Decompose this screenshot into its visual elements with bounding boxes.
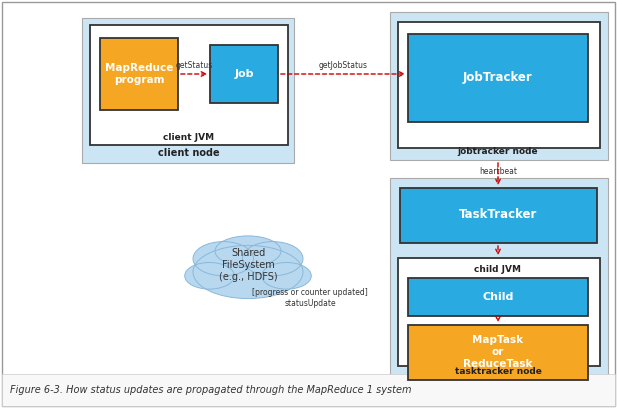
FancyBboxPatch shape: [398, 22, 600, 148]
Text: MapReduce
program: MapReduce program: [105, 63, 173, 85]
FancyBboxPatch shape: [400, 188, 597, 243]
Ellipse shape: [193, 242, 254, 276]
Text: Shared
FileSystem
(e.g., HDFS): Shared FileSystem (e.g., HDFS): [218, 248, 277, 282]
Ellipse shape: [193, 245, 303, 299]
Text: Child: Child: [482, 292, 514, 302]
FancyBboxPatch shape: [100, 38, 178, 110]
Text: heartbeat: heartbeat: [479, 168, 517, 177]
FancyBboxPatch shape: [398, 258, 600, 366]
Text: getJobStatus: getJobStatus: [318, 60, 368, 69]
FancyBboxPatch shape: [390, 178, 608, 378]
Ellipse shape: [242, 242, 303, 276]
Ellipse shape: [184, 262, 234, 289]
Text: child JVM: child JVM: [474, 266, 521, 275]
Text: MapTask
or
ReduceTask: MapTask or ReduceTask: [463, 335, 532, 368]
FancyBboxPatch shape: [408, 34, 588, 122]
FancyBboxPatch shape: [408, 278, 588, 316]
Text: client JVM: client JVM: [164, 133, 215, 142]
Text: tasktracker node: tasktracker node: [455, 368, 542, 377]
Text: JobTracker: JobTracker: [463, 71, 533, 84]
FancyBboxPatch shape: [90, 25, 288, 145]
FancyBboxPatch shape: [408, 325, 588, 380]
FancyBboxPatch shape: [82, 18, 294, 163]
Text: getStatus: getStatus: [175, 62, 213, 71]
Text: Job: Job: [234, 69, 254, 79]
Text: [progress or counter updated]
statusUpdate: [progress or counter updated] statusUpda…: [252, 288, 368, 308]
FancyBboxPatch shape: [390, 12, 608, 160]
Text: Figure 6-3. How status updates are propagated through the MapReduce 1 system: Figure 6-3. How status updates are propa…: [10, 385, 412, 395]
Text: client node: client node: [158, 148, 220, 158]
Ellipse shape: [215, 236, 281, 266]
Text: TaskTracker: TaskTracker: [459, 208, 537, 222]
Ellipse shape: [262, 262, 311, 289]
FancyBboxPatch shape: [2, 374, 615, 406]
Text: jobtracker node: jobtracker node: [458, 148, 538, 157]
FancyBboxPatch shape: [210, 45, 278, 103]
